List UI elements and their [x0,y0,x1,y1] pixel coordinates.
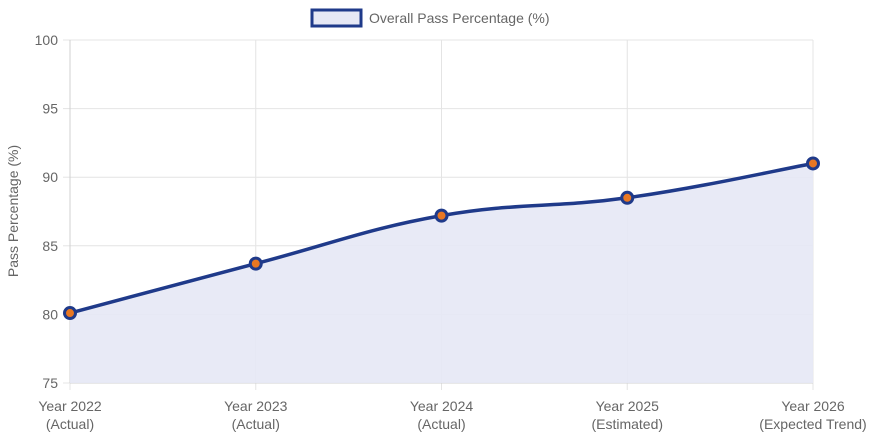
data-point [63,306,77,321]
x-tick-label: (Estimated) [591,416,663,432]
y-tick-label: 100 [35,32,59,48]
y-tick-label: 80 [42,306,58,322]
x-tick-label: Year 2025 [596,398,660,414]
y-axis-title: Pass Percentage (%) [5,145,21,277]
x-tick-label: Year 2023 [224,398,288,414]
data-point [248,256,263,271]
data-points [63,156,820,321]
area-fill [70,163,813,383]
data-point [806,156,820,171]
y-tick-label: 90 [42,169,58,185]
x-tick-label: Year 2026 [781,398,845,414]
legend-swatch[interactable] [310,8,363,28]
x-tick-label: (Actual) [417,416,465,432]
legend-label[interactable]: Overall Pass Percentage (%) [369,10,550,26]
data-point [620,190,635,205]
x-tick-label: (Actual) [46,416,94,432]
x-tick-label: (Expected Trend) [759,416,866,432]
y-tick-label: 85 [42,238,58,254]
x-tick-label: (Actual) [232,416,280,432]
y-tick-label: 95 [42,101,58,117]
x-tick-label: Year 2024 [410,398,474,414]
legend[interactable]: Overall Pass Percentage (%) [310,8,550,28]
y-tick-label: 75 [42,375,58,391]
data-point [434,208,449,223]
x-tick-label: Year 2022 [38,398,102,414]
